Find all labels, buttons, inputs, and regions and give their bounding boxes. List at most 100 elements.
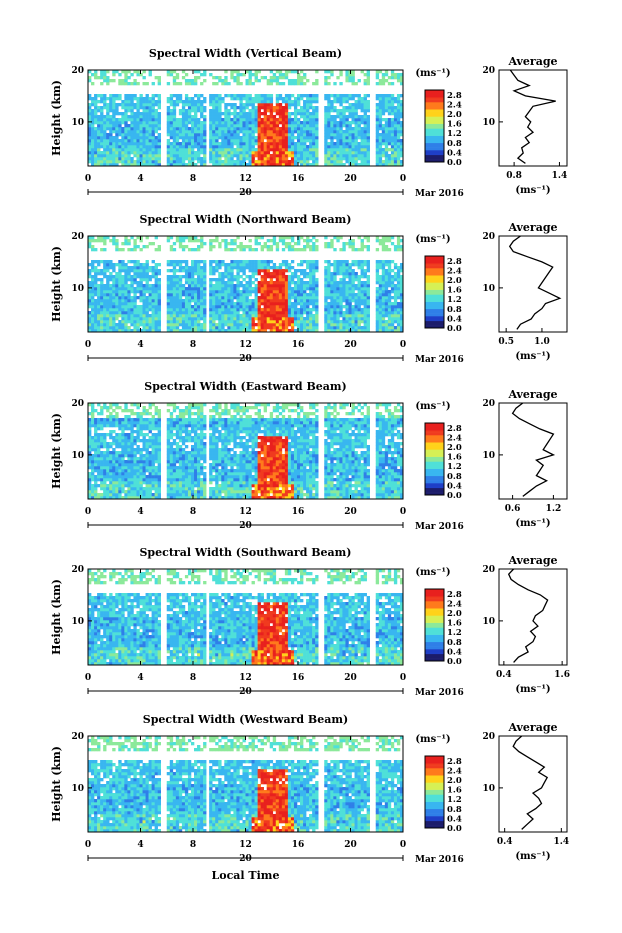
- heatmap-cell: [146, 311, 149, 314]
- heatmap-cell: [367, 115, 370, 118]
- heatmap-cell: [336, 142, 339, 145]
- heatmap-cell: [276, 118, 279, 121]
- heatmap-cell: [394, 136, 397, 139]
- heatmap-cell: [239, 73, 242, 76]
- heatmap-cell: [382, 260, 385, 263]
- heatmap-cell: [276, 293, 279, 296]
- heatmap-cell: [239, 266, 242, 269]
- heatmap-cell: [291, 287, 294, 290]
- heatmap-cell: [303, 106, 306, 109]
- heatmap-cell: [309, 287, 312, 290]
- heatmap-cell: [358, 130, 361, 133]
- heatmap-cell: [91, 263, 94, 266]
- heatmap-cell: [246, 263, 249, 266]
- heatmap-cell: [167, 314, 170, 317]
- heatmap-cell: [194, 278, 197, 281]
- heatmap-cell: [282, 127, 285, 130]
- heatmap-cell: [170, 133, 173, 136]
- colorbar-step: [425, 157, 444, 160]
- heatmap-cell: [200, 314, 203, 317]
- heatmap-cell: [294, 157, 297, 160]
- heatmap-cell: [236, 82, 239, 85]
- heatmap-cell: [379, 284, 382, 287]
- heatmap-cell: [215, 317, 218, 320]
- heatmap-cell: [233, 284, 236, 287]
- heatmap-cell: [236, 266, 239, 269]
- heatmap-cell: [352, 263, 355, 266]
- heatmap-cell: [379, 109, 382, 112]
- heatmap-cell: [258, 106, 261, 109]
- heatmap-cell: [127, 278, 130, 281]
- heatmap-cell: [324, 269, 327, 272]
- heatmap-cell: [315, 269, 318, 272]
- heatmap-cell: [136, 127, 139, 130]
- heatmap-cell: [361, 100, 364, 103]
- heatmap-cell: [270, 118, 273, 121]
- heatmap-cell: [367, 133, 370, 136]
- heatmap-cell: [103, 272, 106, 275]
- heatmap-cell: [279, 145, 282, 148]
- heatmap-cell: [355, 118, 358, 121]
- heatmap-cell: [279, 263, 282, 266]
- heatmap-cell: [167, 299, 170, 302]
- heatmap-cell: [188, 121, 191, 124]
- heatmap-cell: [342, 317, 345, 320]
- heatmap-cell: [139, 323, 142, 326]
- heatmap-cell: [297, 296, 300, 299]
- heatmap-cell: [230, 112, 233, 115]
- heatmap-cell: [300, 145, 303, 148]
- heatmap-cell: [239, 326, 242, 329]
- heatmap-cell: [103, 242, 106, 245]
- heatmap-cell: [139, 103, 142, 106]
- heatmap-cell: [397, 275, 400, 278]
- heatmap-cell: [91, 284, 94, 287]
- heatmap-cell: [136, 97, 139, 100]
- heatmap-cell: [358, 320, 361, 323]
- heatmap-cell: [364, 139, 367, 142]
- heatmap-cell: [358, 127, 361, 130]
- heatmap-cell: [252, 320, 255, 323]
- heatmap-cell: [391, 130, 394, 133]
- heatmap-cell: [276, 94, 279, 97]
- heatmap-cell: [379, 305, 382, 308]
- heatmap-cell: [179, 275, 182, 278]
- heatmap-cell: [170, 154, 173, 157]
- heatmap-cell: [270, 287, 273, 290]
- heatmap-cell: [136, 136, 139, 139]
- heatmap-cell: [379, 287, 382, 290]
- heatmap-cell: [391, 308, 394, 311]
- heatmap-cell: [91, 421, 94, 424]
- heatmap-cell: [252, 139, 255, 142]
- heatmap-cell: [273, 142, 276, 145]
- heatmap-cell: [309, 281, 312, 284]
- heatmap-cell: [218, 320, 221, 323]
- heatmap-cell: [130, 112, 133, 115]
- heatmap-cell: [376, 278, 379, 281]
- heatmap-cell: [236, 278, 239, 281]
- heatmap-cell: [239, 118, 242, 121]
- heatmap-cell: [167, 239, 170, 242]
- heatmap-cell: [121, 290, 124, 293]
- heatmap-cell: [249, 121, 252, 124]
- heatmap-cell: [273, 160, 276, 163]
- heatmap-cell: [267, 263, 270, 266]
- heatmap-cell: [130, 139, 133, 142]
- heatmap-cell: [136, 323, 139, 326]
- heatmap-cell: [297, 127, 300, 130]
- heatmap-cell: [149, 287, 152, 290]
- heatmap-cell: [282, 278, 285, 281]
- colorbar-step: [425, 155, 444, 158]
- heatmap-cell: [127, 151, 130, 154]
- heatmap-cell: [261, 130, 264, 133]
- heatmap-cell: [333, 115, 336, 118]
- heatmap-cell: [115, 302, 118, 305]
- heatmap-cell: [155, 136, 158, 139]
- heatmap-cell: [215, 82, 218, 85]
- heatmap-cell: [236, 326, 239, 329]
- heatmap-cell: [345, 160, 348, 163]
- heatmap-cell: [300, 109, 303, 112]
- heatmap-cell: [279, 308, 282, 311]
- heatmap-cell: [227, 118, 230, 121]
- heatmap-cell: [336, 127, 339, 130]
- heatmap-cell: [124, 100, 127, 103]
